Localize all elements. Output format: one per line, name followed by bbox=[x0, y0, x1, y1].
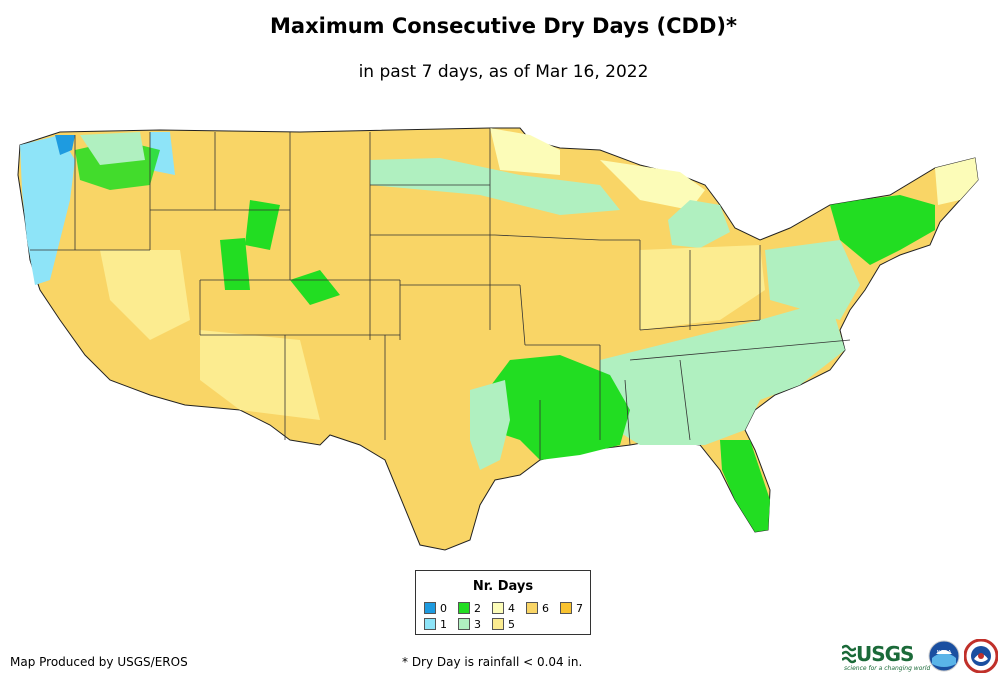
nws-logo bbox=[964, 639, 998, 673]
legend: Nr. Days 0 1 2 3 4 5 6 bbox=[415, 570, 591, 635]
legend-item-4: 4 bbox=[492, 601, 515, 615]
state-borders bbox=[30, 128, 851, 460]
usgs-tagline: science for a changing world bbox=[844, 665, 931, 672]
region-2day-ut bbox=[220, 238, 250, 290]
region-4day-mi bbox=[600, 160, 705, 210]
legend-item-7: 7 bbox=[560, 601, 583, 615]
legend-label-0: 0 bbox=[440, 601, 447, 615]
usgs-wave-icon bbox=[842, 644, 856, 664]
legend-label-3: 3 bbox=[474, 617, 481, 631]
legend-item-0: 0 bbox=[424, 601, 447, 615]
legend-label-5: 5 bbox=[508, 617, 515, 631]
region-3day-mi bbox=[668, 200, 730, 248]
legend-label-6: 6 bbox=[542, 601, 549, 615]
noaa-logo: NOAA bbox=[928, 640, 960, 672]
legend-item-1: 1 bbox=[424, 617, 447, 631]
region-1day-idaho bbox=[150, 132, 175, 175]
legend-swatch-4 bbox=[492, 602, 504, 614]
region-2day-gulf bbox=[480, 355, 630, 460]
region-2day-florida bbox=[720, 440, 770, 532]
dry-day-note: * Dry Day is rainfall < 0.04 in. bbox=[402, 655, 583, 669]
legend-swatch-3 bbox=[458, 618, 470, 630]
region-2day-co bbox=[290, 270, 340, 305]
region-4day-maine bbox=[935, 158, 978, 205]
legend-title: Nr. Days bbox=[472, 579, 534, 594]
legend-item-3: 3 bbox=[458, 617, 481, 631]
legend-item-2: 2 bbox=[458, 601, 481, 615]
region-3day-etexas bbox=[470, 380, 510, 470]
region-5day-nm bbox=[200, 330, 320, 420]
legend-label-4: 4 bbox=[508, 601, 515, 615]
region-2day-newengland bbox=[830, 195, 935, 265]
usgs-logo: USGS bbox=[856, 642, 914, 666]
region-2day-wy bbox=[245, 200, 280, 250]
legend-swatch-2 bbox=[458, 602, 470, 614]
legend-label-1: 1 bbox=[440, 617, 447, 631]
region-0day-wa bbox=[55, 135, 75, 155]
agency-logos: USGS science for a changing world NOAA bbox=[842, 638, 1002, 678]
region-3day-plains bbox=[370, 158, 620, 215]
map-title: Maximum Consecutive Dry Days (CDD)* bbox=[270, 14, 737, 38]
legend-swatch-6 bbox=[526, 602, 538, 614]
region-3day-midatlantic bbox=[765, 240, 860, 320]
legend-swatch-0 bbox=[424, 602, 436, 614]
map-subtitle: in past 7 days, as of Mar 16, 2022 bbox=[358, 62, 649, 82]
legend-label-7: 7 bbox=[576, 601, 583, 615]
region-4day-mn bbox=[490, 128, 560, 175]
region-1day-pacific bbox=[20, 135, 75, 285]
region-5day-ohio bbox=[640, 245, 765, 330]
legend-swatch-1 bbox=[424, 618, 436, 630]
legend-item-5: 5 bbox=[492, 617, 515, 631]
credit-text: Map Produced by USGS/EROS bbox=[10, 655, 188, 669]
noaa-logo-text: NOAA bbox=[937, 650, 952, 656]
region-3day-southeast bbox=[600, 300, 845, 445]
legend-item-6: 6 bbox=[526, 601, 549, 615]
legend-label-2: 2 bbox=[474, 601, 481, 615]
legend-swatch-7 bbox=[560, 602, 572, 614]
region-5day-sw bbox=[100, 250, 190, 340]
region-3day-nw bbox=[80, 132, 145, 165]
legend-swatch-5 bbox=[492, 618, 504, 630]
